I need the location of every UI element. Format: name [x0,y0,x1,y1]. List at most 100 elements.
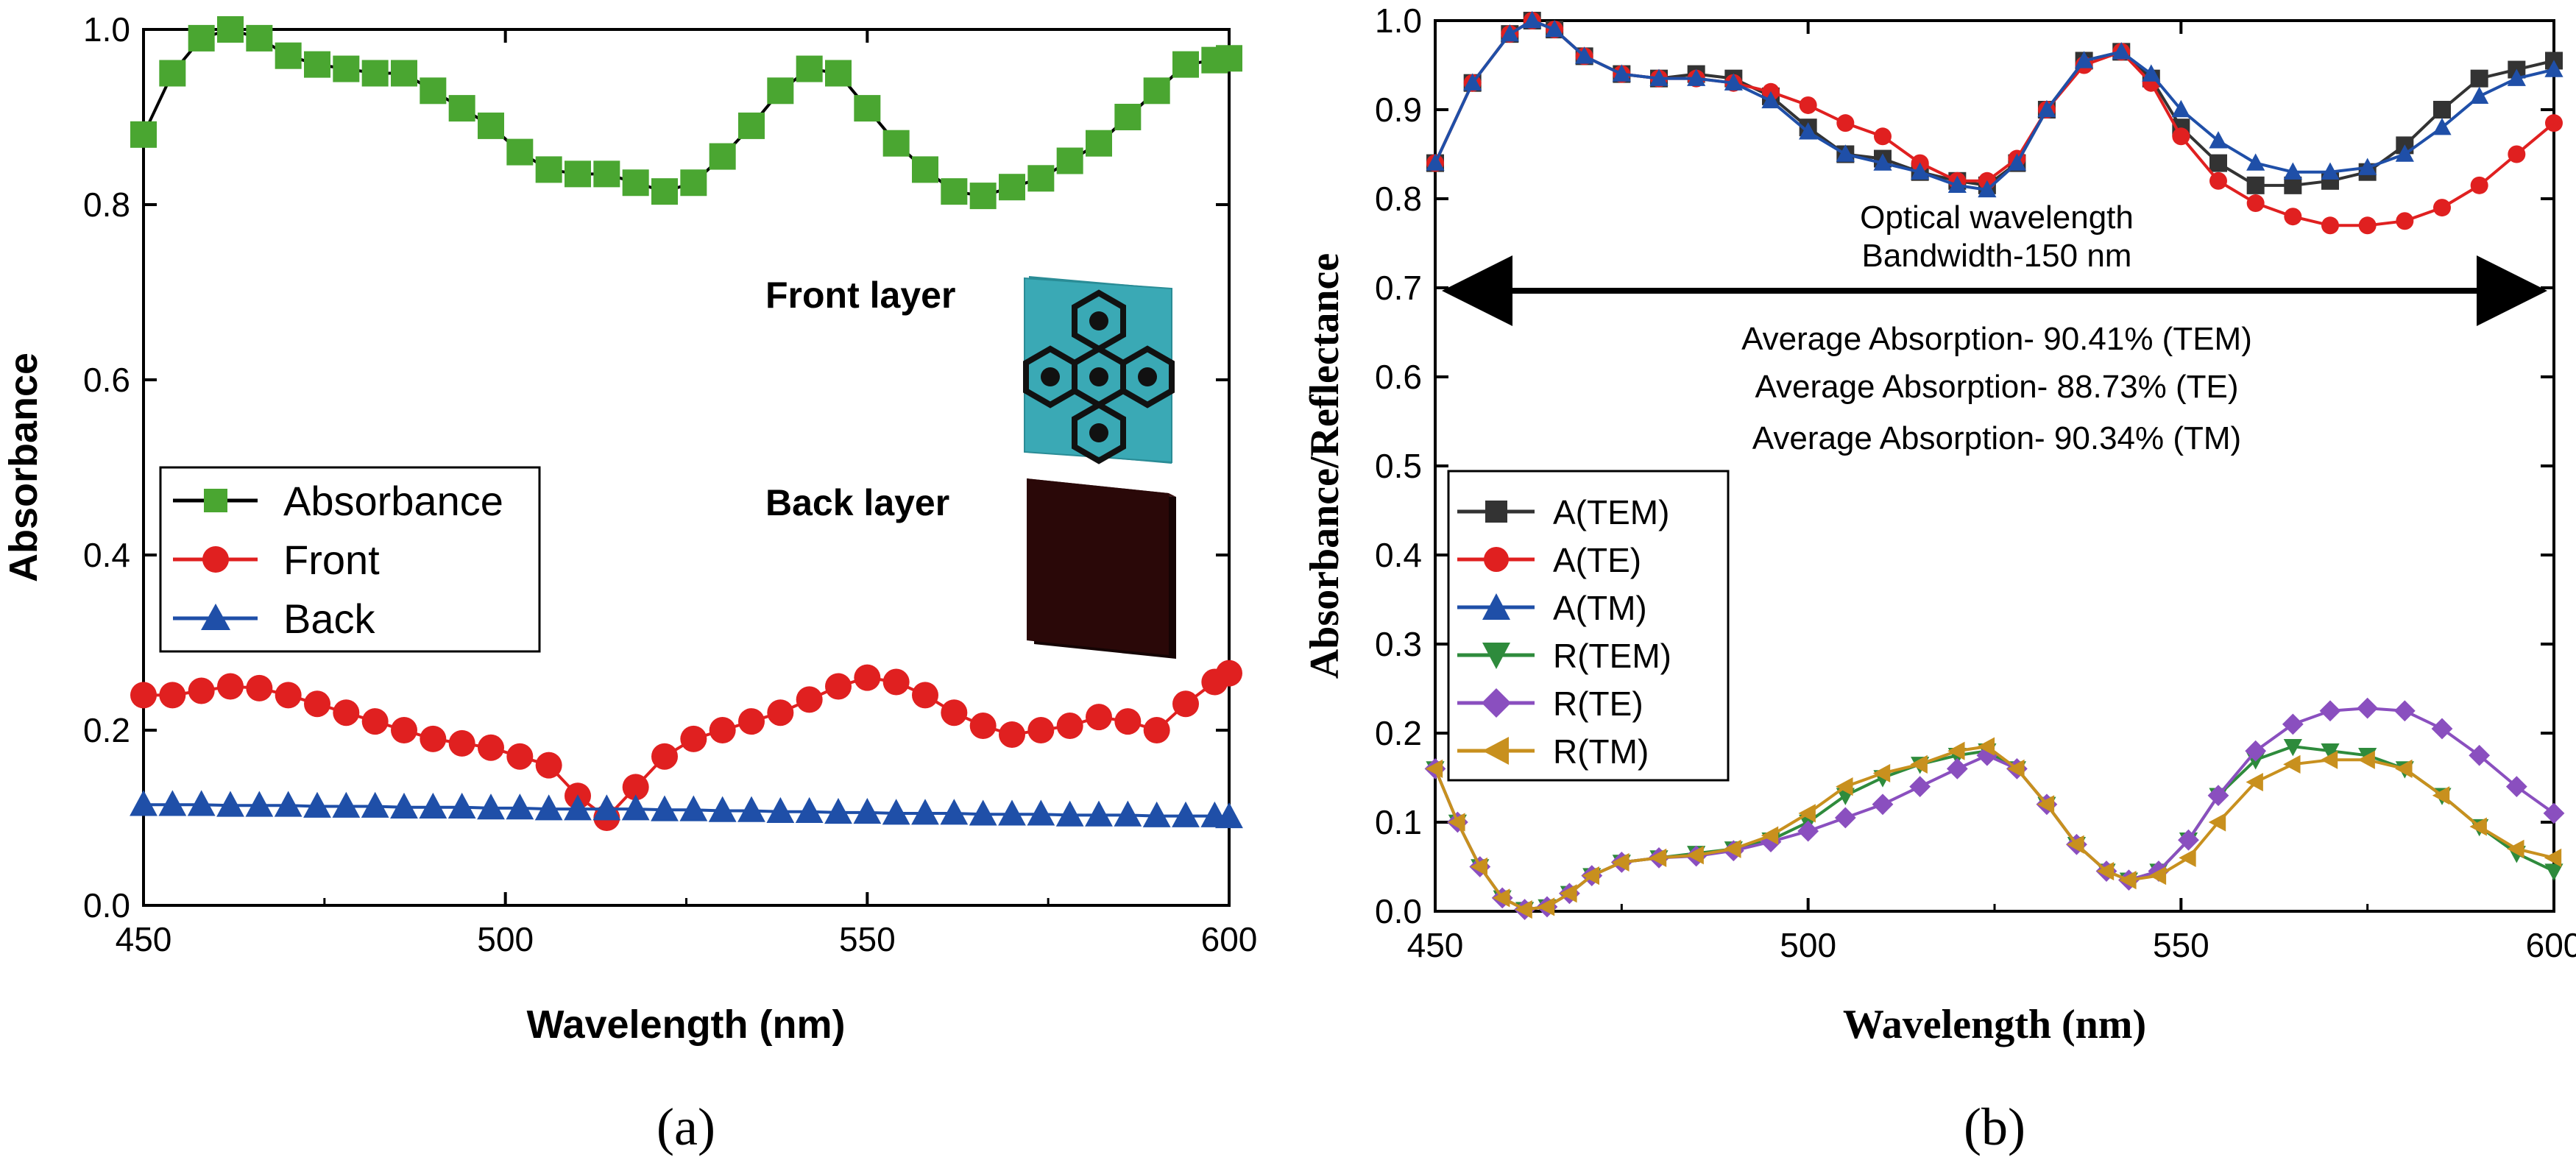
data-point-front [1216,660,1242,687]
y-tick-label: 0.4 [1375,536,1422,574]
data-point-a-tm [2283,162,2302,180]
data-point-r-tm [1724,839,1741,858]
legend-label-absorbance: Absorbance [283,478,503,524]
data-point-a-tm [2142,64,2161,82]
data-point-absorbance [478,112,504,139]
data-point-r-tem [2283,738,2302,757]
data-point-r-tm [2148,866,2167,885]
data-point-r-tm [1836,777,1853,796]
y-tick-label: 0.0 [1375,892,1422,930]
data-point-a-te [1799,96,1817,114]
data-point-back [447,792,476,819]
data-point-r-tm [2432,786,2450,805]
data-point-a-tm [2246,153,2265,171]
data-point-front [333,699,360,727]
data-point-r-tm [1910,754,1928,774]
data-point-r-tem [2544,863,2563,881]
legend-item-r-te: R(TE) [1457,685,1643,723]
data-point-a-tm [1612,64,1631,82]
data-point-front [912,682,938,709]
data-point-a-tm [2209,131,2228,149]
data-point-absorbance [420,77,447,105]
data-point-back [737,796,765,822]
data-point-back [621,794,650,821]
data-point-back [651,795,679,821]
data-point-back [766,796,795,823]
data-point-a-tm [1649,68,1669,86]
data-point-front [1143,717,1170,743]
data-point-a-te [2209,172,2227,190]
data-point-r-te [1872,793,1894,816]
y-axis-title-b: Absorbance/Reflectance [1302,253,1348,679]
series-group-b [1424,10,2565,920]
data-point-front [188,677,215,704]
data-point-absorbance [565,160,591,188]
data-point-front [999,721,1025,748]
data-point-absorbance [680,169,707,197]
data-point-r-te [1834,807,1856,829]
legend-item-back: Back [173,595,375,642]
data-point-a-te [2508,145,2526,163]
series-a-tem [1426,12,2563,194]
data-point-back [1142,801,1171,827]
data-point-a-tem [2246,176,2265,194]
y-tick-label: 0.4 [83,536,130,574]
data-point-back [1027,799,1055,826]
data-point-absorbance [333,55,360,82]
data-point-r-tm [2007,759,2025,778]
data-point-r-tm [1612,852,1630,872]
data-point-front [1027,717,1055,743]
data-point-a-tm [1500,24,1519,42]
data-point-r-tm [1470,857,1487,877]
data-point-back [390,792,418,819]
data-point-front [622,774,649,801]
data-point-front [535,752,562,779]
data-point-a-te [2470,176,2488,194]
data-point-absorbance [999,174,1025,201]
data-point-r-tm [1947,741,1965,760]
data-point-absorbance [391,60,417,87]
y-tick-label: 0.8 [1375,180,1422,218]
legend-item-r-tem: R(TEM) [1457,637,1671,675]
data-point-r-tm [2357,750,2375,769]
data-point-r-tm [1977,737,1995,756]
series-absorbance [130,16,1242,210]
legend-a: Absorbance Front Back [159,466,541,653]
data-point-r-tm [2283,754,2301,774]
data-point-absorbance [130,121,157,148]
y-tick-label: 0.1 [1375,803,1422,841]
data-point-a-tm [1873,153,1892,171]
data-point-absorbance [825,60,852,87]
data-point-r-tm [2096,861,2115,881]
data-point-r-te [1909,776,1931,797]
data-point-a-te [2246,194,2265,213]
x-tick-label: 550 [2153,926,2209,964]
y-tick-label: 0.3 [1375,625,1422,663]
data-point-r-te [2543,802,2565,824]
data-point-r-tm [2208,813,2226,832]
axis-ticks-a: 450 500 550 600 0.0 0.2 0.4 0.6 0.8 1.0 [83,10,1257,958]
legend-swatch-r-tem [1482,643,1510,669]
y-tick-label: 0.0 [83,886,130,925]
data-point-back [1215,802,1243,829]
data-point-a-tem [2433,101,2451,119]
data-point-r-te [2319,700,2341,722]
data-point-a-te [2433,199,2451,217]
data-point-a-tm [1545,19,1564,38]
series-back [130,790,1243,829]
x-tick-label: 450 [1407,926,1464,964]
data-point-r-te [2178,829,2199,851]
data-point-back [998,799,1026,826]
series-front [130,660,1242,831]
x-tick-label: 600 [2526,926,2576,964]
data-point-absorbance [217,16,244,43]
data-point-a-te [1874,127,1892,146]
data-point-back [1055,800,1084,827]
data-point-r-te [2207,785,2229,807]
data-point-r-te [2282,713,2304,735]
legend-item-a-tem: A(TEM) [1457,493,1669,531]
legend-label-r-tm: R(TM) [1553,732,1649,771]
data-point-a-tm [2075,51,2094,68]
data-point-absorbance [1216,45,1242,72]
x-axis-title-b: Wavelength (nm) [1843,1002,2146,1047]
